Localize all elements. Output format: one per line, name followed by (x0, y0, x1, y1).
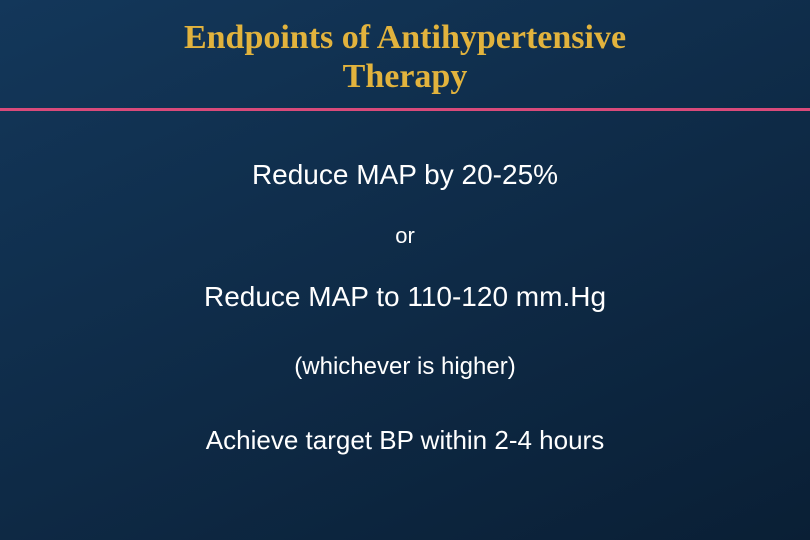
title-line-1: Endpoints of Antihypertensive (184, 19, 626, 56)
content-line-4: (whichever is higher) (294, 353, 515, 381)
title-line-2: Therapy (343, 58, 468, 95)
content-line-5: Achieve target BP within 2-4 hours (206, 425, 604, 456)
content-line-2: or (395, 223, 415, 249)
content-line-3: Reduce MAP to 110-120 mm.Hg (204, 281, 606, 313)
title-area: Endpoints of Antihypertensive Therapy (0, 0, 810, 108)
slide-title: Endpoints of Antihypertensive Therapy (0, 18, 810, 96)
content-line-1: Reduce MAP by 20-25% (252, 159, 558, 191)
slide: Endpoints of Antihypertensive Therapy Re… (0, 0, 810, 540)
content-area: Reduce MAP by 20-25% or Reduce MAP to 11… (0, 111, 810, 540)
